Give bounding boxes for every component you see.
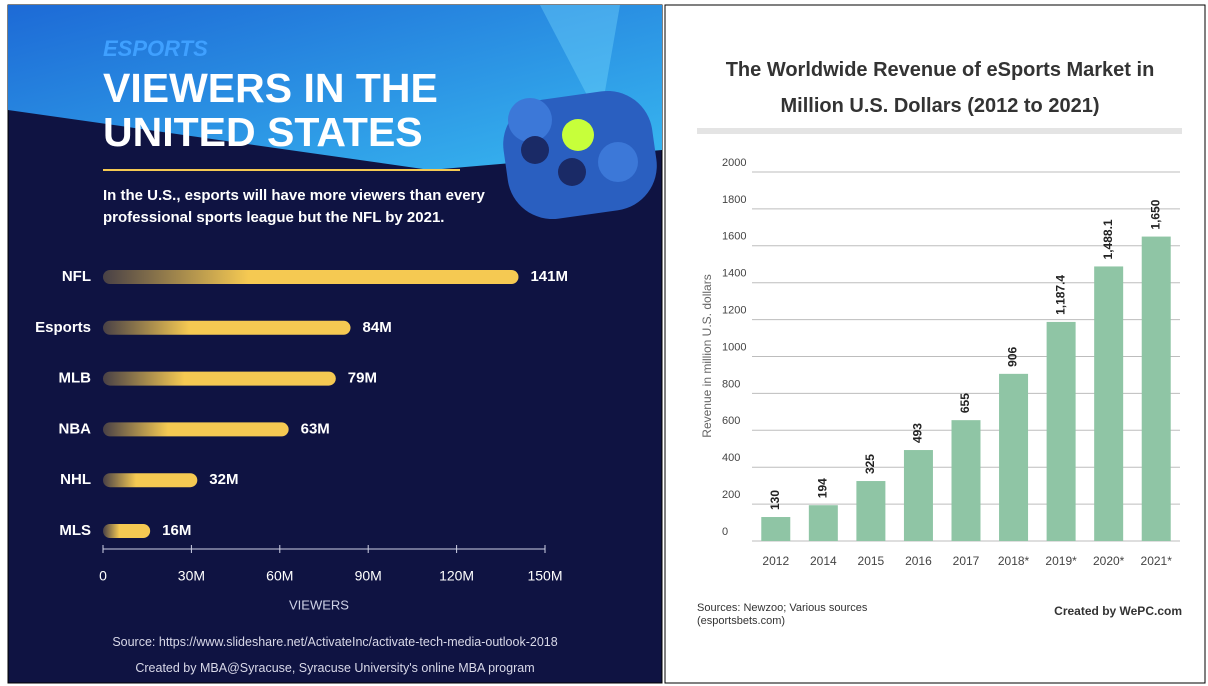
y-tick-label: 600 <box>722 415 740 427</box>
y-tick-label: 2000 <box>722 157 746 169</box>
value-label: 1,187.4 <box>1053 275 1067 315</box>
value-label: 32M <box>209 471 238 488</box>
y-tick-label: 1000 <box>722 341 746 353</box>
x-tick-label: 2016 <box>905 554 932 568</box>
bar <box>103 320 351 335</box>
x-tick-label: 2014 <box>810 554 837 568</box>
source: Sources: Newzoo; Various sources (esport… <box>697 602 868 627</box>
header-band <box>8 5 662 170</box>
light-beam <box>540 5 620 120</box>
credit: Created by MBA@Syracuse, Syracuse Univer… <box>135 661 535 675</box>
value-label: 655 <box>958 393 972 413</box>
value-label: 141M <box>530 268 568 285</box>
y-tick-label: NHL <box>60 471 91 488</box>
y-axis-title: Revenue in million U.S. dollars <box>700 274 714 437</box>
bar <box>1141 236 1171 541</box>
value-label: 84M <box>363 319 392 336</box>
x-tick-label: 0 <box>99 568 107 584</box>
x-tick-label: 2017 <box>953 554 980 568</box>
y-tick-label: 1600 <box>722 231 746 243</box>
value-label: 1,650 <box>1148 199 1162 229</box>
x-tick-label: 2019* <box>1045 554 1077 568</box>
value-label: 130 <box>768 490 782 510</box>
y-tick-label: 0 <box>722 526 728 538</box>
y-tick-label: 1800 <box>722 194 746 206</box>
y-tick-label: 1400 <box>722 268 746 280</box>
y-tick-label: Esports <box>35 319 91 336</box>
bar <box>856 481 886 541</box>
bar <box>103 473 198 488</box>
source: Source: https://www.slideshare.net/Activ… <box>112 635 558 649</box>
y-tick-label: 1200 <box>722 305 746 317</box>
bar <box>103 371 336 386</box>
bar <box>103 524 151 538</box>
bar <box>761 517 791 541</box>
bar <box>103 270 519 284</box>
value-label: 63M <box>301 420 330 437</box>
value-label: 79M <box>348 370 377 387</box>
bar <box>951 420 981 541</box>
bar <box>1094 266 1124 541</box>
y-tick-label: 800 <box>722 378 740 390</box>
bar <box>808 505 838 541</box>
y-tick-label: MLS <box>59 522 91 539</box>
bar <box>903 450 933 541</box>
x-tick-label: 30M <box>178 568 205 584</box>
y-tick-label: NBA <box>59 420 92 437</box>
x-tick-label: 2015 <box>858 554 885 568</box>
credit: Created by WePC.com <box>1054 604 1182 618</box>
chart-title: The Worldwide Revenue of eSports Market … <box>725 59 1155 117</box>
y-tick-label: 400 <box>722 452 740 464</box>
value-label: 493 <box>911 423 925 443</box>
y-tick-label: NFL <box>62 268 91 285</box>
x-tick-label: 2021* <box>1141 554 1173 568</box>
chart-title: VIEWERS IN THE UNITED STATES <box>103 65 438 155</box>
x-tick-label: 120M <box>439 568 474 584</box>
y-tick-label: MLB <box>59 370 92 387</box>
y-tick-label: 200 <box>722 489 740 501</box>
bar <box>103 422 289 437</box>
x-tick-label: 2018* <box>998 554 1030 568</box>
value-label: 906 <box>1006 346 1020 366</box>
x-tick-label: 90M <box>355 568 382 584</box>
gamepad <box>503 90 657 220</box>
value-label: 325 <box>863 454 877 474</box>
x-tick-label: 2020* <box>1093 554 1125 568</box>
value-label: 194 <box>816 478 830 498</box>
bar <box>1046 321 1076 541</box>
value-label: 1,488.1 <box>1101 219 1115 259</box>
value-label: 16M <box>162 522 191 539</box>
subtitle: In the U.S., esports will have more view… <box>103 187 485 226</box>
bar <box>999 373 1029 541</box>
x-tick-label: 60M <box>266 568 293 584</box>
x-tick-label: 2012 <box>762 554 789 568</box>
x-axis-title: VIEWERS <box>289 597 349 612</box>
x-tick-label: 150M <box>527 568 562 584</box>
kicker: ESPORTS <box>103 36 208 61</box>
